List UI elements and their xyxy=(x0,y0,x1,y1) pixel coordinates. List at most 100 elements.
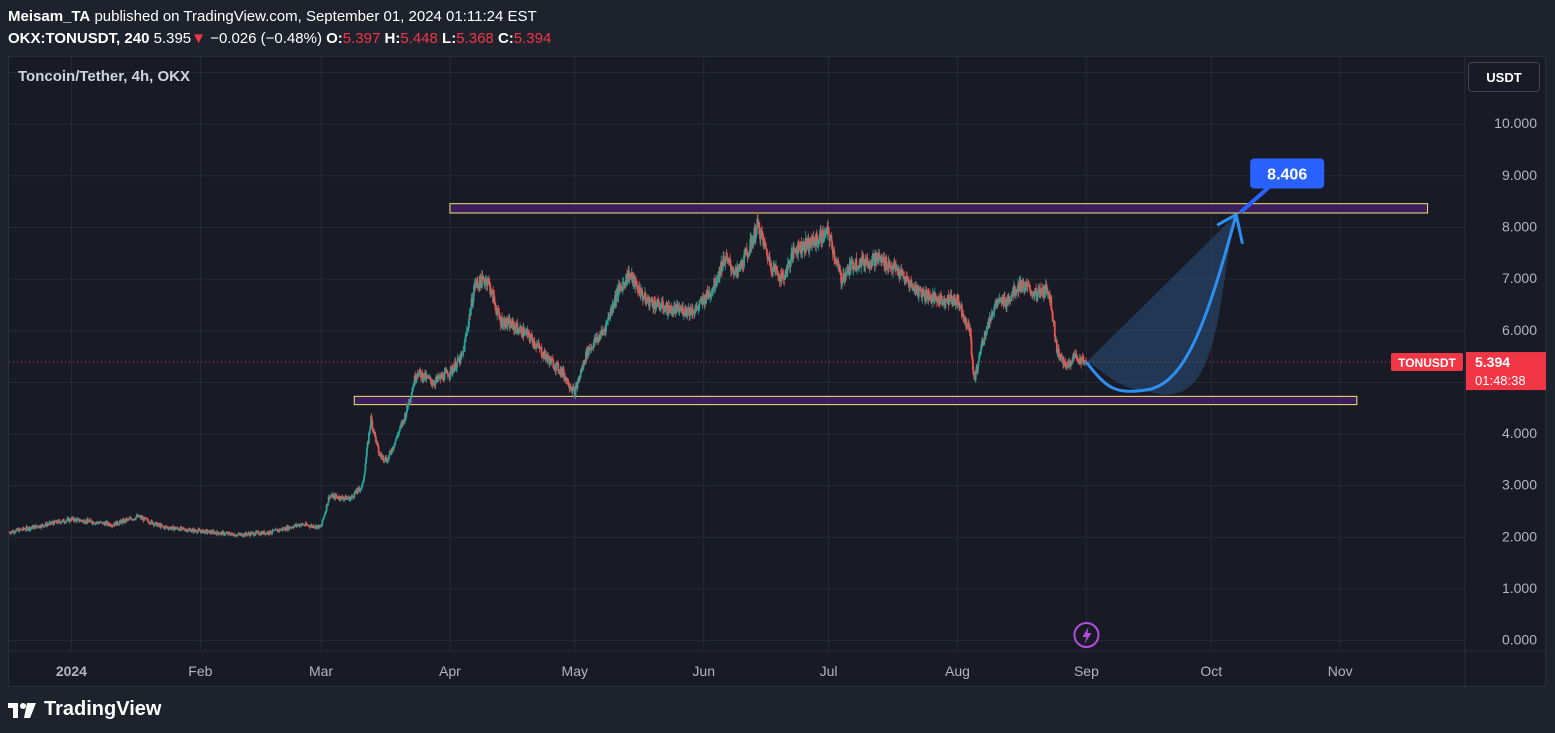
candle xyxy=(202,531,205,534)
candle xyxy=(1041,283,1044,297)
candle xyxy=(988,312,991,329)
candle xyxy=(321,519,324,527)
candle xyxy=(499,314,501,321)
candle xyxy=(634,275,637,285)
candle xyxy=(382,454,385,464)
candle xyxy=(522,322,525,341)
candle xyxy=(741,259,744,272)
candle xyxy=(980,343,983,355)
y-tick-label: 6.000 xyxy=(1502,322,1537,338)
author-name[interactable]: Meisam_TA xyxy=(8,8,91,25)
tradingview-branding[interactable]: TradingView xyxy=(8,698,161,721)
candle xyxy=(754,223,757,244)
candle xyxy=(855,252,858,272)
candle xyxy=(653,296,655,314)
pair-title: Toncoin/Tether, 4h, OKX xyxy=(18,68,190,85)
candle xyxy=(160,522,163,527)
candle xyxy=(591,346,594,351)
candle xyxy=(721,266,724,272)
candle xyxy=(524,326,526,336)
candle xyxy=(944,298,947,308)
last-price: 5.395 xyxy=(153,30,192,47)
candle xyxy=(600,325,603,338)
candle xyxy=(383,460,386,464)
candle xyxy=(727,258,730,266)
candle xyxy=(628,271,631,285)
candle xyxy=(76,516,78,523)
candle xyxy=(476,276,479,291)
candle xyxy=(511,316,514,331)
candle xyxy=(546,353,549,365)
candle xyxy=(657,295,659,301)
candle xyxy=(708,286,711,298)
candle xyxy=(355,487,358,493)
candle xyxy=(1060,352,1063,363)
candle xyxy=(970,335,973,358)
support-zone xyxy=(353,395,1358,406)
candle xyxy=(632,275,635,290)
candle xyxy=(693,305,696,318)
candle xyxy=(996,296,999,307)
candle xyxy=(696,302,698,311)
candle xyxy=(786,257,789,277)
symbol-price-tag xyxy=(1391,353,1463,372)
candle xyxy=(710,288,713,301)
candle xyxy=(906,271,908,282)
countdown-label: 01:48:38 xyxy=(1475,373,1526,388)
candle xyxy=(680,304,683,314)
candle xyxy=(1051,309,1054,322)
candle xyxy=(902,270,905,279)
high-value: 5.448 xyxy=(400,30,438,47)
candle xyxy=(173,527,175,533)
candle xyxy=(414,371,417,385)
candle xyxy=(869,259,872,271)
resistance-zone xyxy=(449,203,1429,214)
candle xyxy=(724,259,727,271)
currency-button[interactable]: USDT xyxy=(1468,62,1540,92)
candle xyxy=(507,315,510,327)
candle xyxy=(951,296,954,308)
candle xyxy=(617,279,620,303)
candle xyxy=(73,517,76,523)
candle xyxy=(150,519,153,525)
candle xyxy=(944,302,947,311)
candle xyxy=(1035,283,1037,295)
lightning-icon[interactable] xyxy=(1073,622,1100,648)
candle xyxy=(465,325,468,337)
candle xyxy=(164,524,166,531)
candle xyxy=(580,367,583,378)
candle xyxy=(468,308,471,326)
ohlc-legend: OKX:TONUSDT, 240 5.395▼ −0.026 (−0.48%) … xyxy=(8,30,551,47)
candle xyxy=(874,249,877,272)
candle xyxy=(1062,355,1065,369)
candle xyxy=(834,253,836,266)
candle xyxy=(449,365,452,380)
open-value: 5.397 xyxy=(342,30,381,47)
candle xyxy=(221,530,224,535)
grid-lines xyxy=(9,57,1465,651)
candle xyxy=(989,315,992,323)
candle xyxy=(393,444,396,449)
y-tick-label: 10.000 xyxy=(1494,115,1537,131)
candle xyxy=(960,303,963,320)
candle xyxy=(555,361,558,376)
x-tick-label: Feb xyxy=(188,663,212,679)
candle xyxy=(981,337,984,348)
candle xyxy=(885,254,888,270)
candle xyxy=(78,518,81,524)
candle xyxy=(398,429,401,435)
candle xyxy=(764,241,767,249)
candle xyxy=(385,454,388,462)
candle xyxy=(1008,292,1010,305)
price-chart[interactable]: 0.0001.0002.0003.0004.0005.0006.0007.000… xyxy=(9,57,1547,688)
symbol-label: OKX:TONUSDT, 240 xyxy=(8,30,150,47)
candle xyxy=(621,277,624,295)
chart-frame[interactable]: 0.0001.0002.0003.0004.0005.0006.0007.000… xyxy=(8,56,1547,688)
x-tick-label: Apr xyxy=(439,663,461,679)
candle xyxy=(943,295,946,309)
candle xyxy=(183,527,186,531)
candle xyxy=(464,332,467,343)
candle xyxy=(60,521,63,523)
candle xyxy=(629,273,632,279)
tradingview-logo-icon xyxy=(8,702,36,718)
